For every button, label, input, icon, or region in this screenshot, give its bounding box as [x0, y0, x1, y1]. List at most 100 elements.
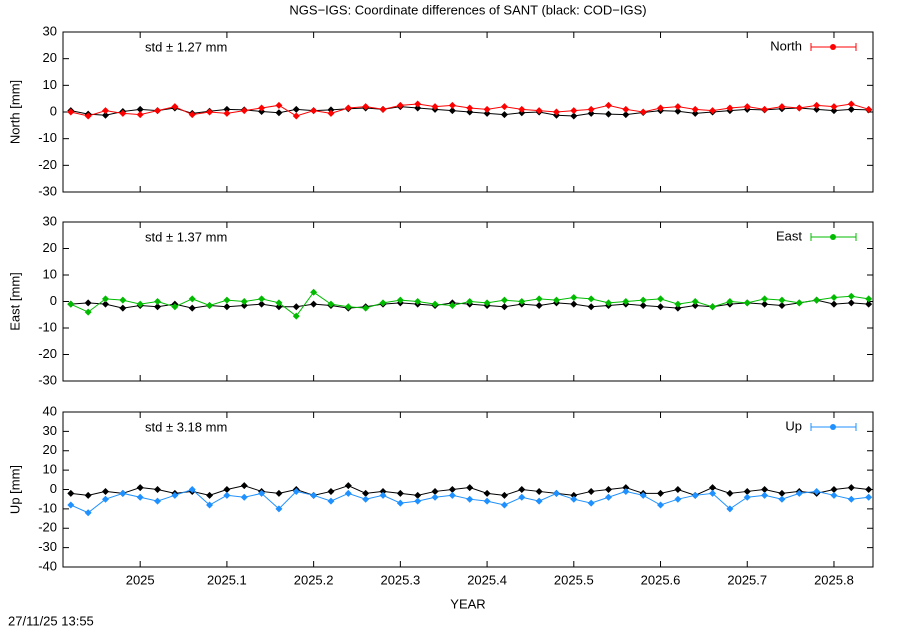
data-point	[119, 304, 127, 312]
y-axis-label: East [mm]	[7, 272, 22, 331]
y-tick-label: 30	[43, 423, 57, 438]
data-point	[379, 491, 387, 499]
x-tick-label: 2025.7	[727, 572, 767, 587]
data-point	[500, 501, 508, 509]
data-point	[171, 491, 179, 499]
data-point	[604, 299, 612, 307]
data-point	[778, 103, 786, 111]
data-point	[761, 486, 769, 493]
data-point	[310, 300, 318, 308]
data-point	[830, 486, 838, 493]
data-point	[206, 501, 214, 509]
data-point	[570, 491, 578, 499]
data-point	[466, 298, 474, 305]
data-point	[778, 489, 786, 497]
data-point	[275, 303, 283, 311]
x-tick-label: 2025.4	[467, 572, 507, 587]
data-point	[292, 303, 300, 311]
data-point	[865, 493, 873, 501]
data-point	[188, 295, 196, 303]
data-point	[674, 486, 682, 493]
data-point	[709, 303, 717, 311]
annotation: std ± 1.37 mm	[145, 229, 227, 244]
data-point	[431, 103, 439, 111]
data-point	[223, 486, 231, 493]
series-group	[67, 482, 873, 517]
data-point	[292, 112, 300, 120]
data-point	[604, 101, 612, 109]
data-point	[587, 105, 595, 113]
data-point	[154, 486, 162, 493]
data-point	[431, 300, 439, 308]
data-point	[674, 103, 682, 111]
data-point	[275, 505, 283, 513]
data-point	[691, 491, 699, 499]
data-point	[136, 493, 144, 501]
data-point	[518, 486, 526, 493]
data-point	[830, 491, 838, 499]
data-point	[830, 300, 838, 308]
data-point	[466, 495, 474, 503]
y-tick-label: -30	[38, 539, 57, 554]
data-point	[795, 299, 803, 307]
data-point	[639, 491, 647, 499]
data-point	[604, 110, 612, 118]
data-point	[292, 487, 300, 495]
data-point	[604, 486, 612, 493]
data-point	[431, 493, 439, 501]
x-tick-label: 2025.2	[294, 572, 334, 587]
y-tick-label: -30	[38, 183, 57, 198]
data-point	[101, 487, 109, 495]
data-point	[761, 491, 769, 499]
data-point	[240, 107, 248, 115]
data-point	[587, 487, 595, 495]
data-point	[518, 105, 526, 113]
data-point	[84, 112, 92, 120]
y-tick-label: 20	[43, 442, 57, 457]
data-point	[154, 298, 162, 305]
data-point	[310, 491, 318, 499]
data-point	[223, 303, 231, 311]
data-point	[500, 111, 508, 119]
data-point	[206, 108, 214, 116]
data-point	[726, 104, 734, 112]
data-point	[743, 493, 751, 501]
data-point	[258, 489, 266, 497]
data-point	[535, 487, 543, 495]
data-point	[778, 495, 786, 503]
data-point	[396, 101, 404, 109]
data-point	[518, 298, 526, 305]
data-point	[552, 489, 560, 497]
data-point	[414, 491, 422, 499]
data-point	[865, 105, 873, 113]
data-point	[587, 109, 595, 117]
data-point	[84, 299, 92, 307]
y-tick-label: 30	[43, 213, 57, 228]
data-point	[657, 104, 665, 112]
data-point	[639, 108, 647, 116]
data-point	[362, 489, 370, 497]
series-group	[67, 100, 873, 120]
data-point	[154, 303, 162, 311]
data-point	[119, 489, 127, 497]
data-point	[622, 487, 630, 495]
y-tick-label: 20	[43, 240, 57, 255]
data-point	[136, 484, 144, 492]
y-tick-label: 10	[43, 266, 57, 281]
data-point	[344, 303, 352, 311]
data-point	[622, 484, 630, 492]
data-point	[466, 108, 474, 116]
legend-label: East	[776, 228, 802, 243]
data-point	[830, 103, 838, 111]
data-point	[847, 484, 855, 492]
y-axis-label: Up [mm]	[7, 465, 22, 514]
data-point	[691, 105, 699, 113]
data-point	[847, 495, 855, 503]
data-point	[223, 109, 231, 117]
data-point	[240, 298, 248, 305]
x-tick-label: 2025.3	[380, 572, 420, 587]
data-point	[448, 486, 456, 493]
data-point	[101, 111, 109, 119]
data-point	[448, 107, 456, 115]
